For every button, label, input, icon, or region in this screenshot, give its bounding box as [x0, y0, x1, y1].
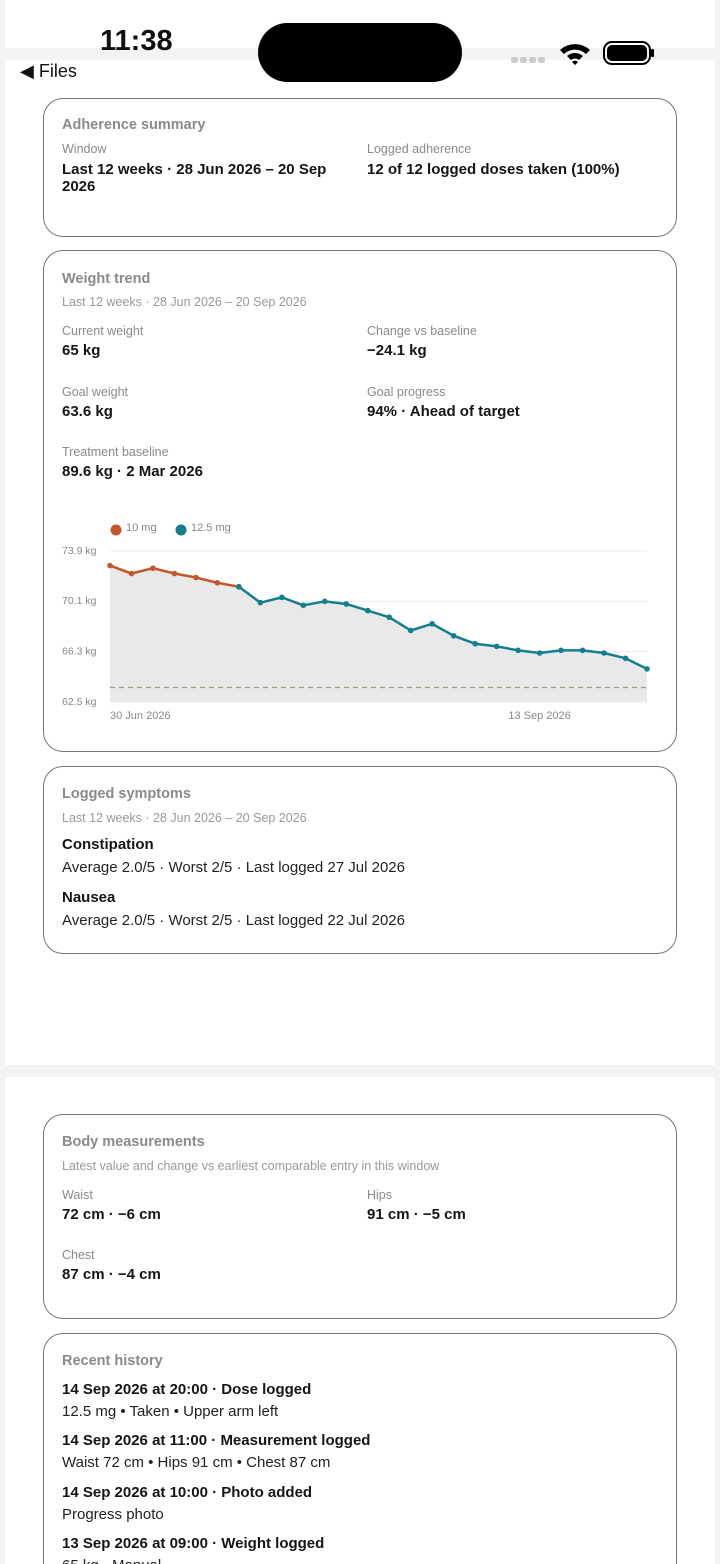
- y-tick-label: 70.1 kg: [62, 595, 97, 607]
- point: [193, 574, 199, 581]
- ttl-text: Body measurements: [62, 1134, 205, 1150]
- area: [238, 586, 647, 702]
- card: [43, 1114, 677, 1319]
- ttl-text: Adherence summary: [62, 117, 206, 133]
- val-text: 63.6 kg: [62, 403, 113, 420]
- point: [150, 565, 156, 572]
- lab-text: Chest: [62, 1248, 95, 1262]
- y-tick-label: 73.9 kg: [62, 545, 97, 557]
- sub-text: Latest value and change vs earliest comp…: [62, 1159, 440, 1173]
- val-text: 13 Sep 2026 at 09:00 · Weight logged: [62, 1534, 325, 1552]
- lab-text: Change vs baseline: [367, 324, 477, 338]
- val-text: 65 kg: [62, 342, 101, 359]
- point: [558, 647, 564, 654]
- val-text: 94% · Ahead of target: [367, 403, 520, 420]
- det-text: Average 2.0/5 · Worst 2/5 · Last logged …: [62, 912, 405, 929]
- point: [128, 570, 135, 577]
- point: [622, 655, 629, 662]
- point: [450, 632, 457, 639]
- sub-text: Last 12 weeks · 28 Jun 2026 – 20 Sep 202…: [62, 295, 307, 309]
- page: [5, 60, 715, 1065]
- status-icons: [511, 41, 654, 65]
- lab-text: Goal weight: [62, 385, 129, 399]
- val-text: 14 Sep 2026 at 10:00 · Photo added: [62, 1483, 313, 1501]
- point: [579, 647, 586, 654]
- point: [515, 647, 521, 654]
- point: [236, 583, 242, 590]
- val-text: 14 Sep 2026 at 20:00 · Dose logged: [62, 1381, 312, 1398]
- ttl-text: Logged symptoms: [62, 786, 191, 802]
- lab-text: Current weight: [62, 324, 144, 338]
- point: [364, 607, 371, 614]
- legend-label: 10 mg: [126, 522, 157, 534]
- val-text: 14 Sep 2026 at 11:00 · Measurement logge…: [62, 1432, 371, 1450]
- y-tick-label: 66.3 kg: [62, 645, 97, 657]
- det-text: 65 kg · Manual: [62, 1556, 161, 1564]
- legend-swatch: [175, 524, 187, 536]
- point: [107, 562, 113, 569]
- point: [214, 579, 221, 586]
- legend-swatch: [110, 524, 122, 536]
- back-button[interactable]: ◀ Files: [20, 61, 77, 81]
- point: [171, 570, 178, 577]
- val-text: 87 cm · −4 cm: [62, 1266, 161, 1283]
- val-text: 72 cm · −6 cm: [62, 1206, 161, 1223]
- sub-text: Last 12 weeks · 28 Jun 2026 – 20 Sep 202…: [62, 811, 307, 825]
- val-text: Nausea: [62, 889, 116, 906]
- lab-text: Window: [62, 142, 107, 156]
- lab-text: Hips: [367, 1188, 393, 1202]
- card: [43, 766, 677, 954]
- point: [407, 627, 414, 634]
- ttl-text: Recent history: [62, 1353, 163, 1369]
- back-label[interactable]: Files: [38, 61, 77, 81]
- point: [279, 594, 285, 601]
- val-text: 91 cm · −5 cm: [367, 1206, 466, 1223]
- card: [43, 98, 677, 237]
- det-text: 12.5 mg • Taken • Upper arm left: [62, 1403, 279, 1420]
- card: [43, 250, 677, 752]
- point: [257, 599, 264, 606]
- point: [322, 598, 328, 605]
- point: [536, 650, 543, 656]
- point: [472, 640, 478, 647]
- point: [429, 621, 436, 627]
- line: [238, 585, 648, 671]
- clock: 11:38: [100, 25, 173, 57]
- det-text: Waist 72 cm • Hips 91 cm • Chest 87 cm: [62, 1454, 331, 1472]
- y-tick-label: 62.5 kg: [62, 696, 97, 708]
- val-text: Constipation: [62, 836, 154, 853]
- point: [493, 643, 500, 650]
- legend-label: 12.5 mg: [191, 522, 231, 534]
- val-text: 89.6 kg · 2 Mar 2026: [62, 463, 203, 480]
- page: [5, 1077, 715, 1564]
- point: [300, 602, 307, 609]
- point: [601, 650, 607, 656]
- val-text: −24.1 kg: [367, 342, 427, 359]
- card: [43, 1333, 677, 1564]
- x-tick-label: 13 Sep 2026: [508, 710, 570, 722]
- ttl-text: Weight trend: [62, 271, 151, 287]
- point: [343, 601, 350, 607]
- point: [386, 614, 393, 621]
- area: [110, 565, 239, 702]
- lab-text: Goal progress: [367, 385, 446, 399]
- dynamic-island: [258, 23, 462, 82]
- val-text: 12 of 12 logged doses taken (100%): [367, 161, 620, 178]
- lab-text: Treatment baseline: [62, 445, 169, 459]
- x-tick-label: 30 Jun 2026: [110, 710, 171, 722]
- lab-text: Logged adherence: [367, 142, 472, 156]
- det-text: Average 2.0/5 · Worst 2/5 · Last logged …: [62, 859, 405, 876]
- det-text: Progress photo: [62, 1505, 164, 1523]
- lab-text: Waist: [62, 1188, 93, 1202]
- val-text: Last 12 weeks · 28 Jun 2026 – 20 Sep 202…: [62, 161, 327, 195]
- point: [644, 666, 650, 672]
